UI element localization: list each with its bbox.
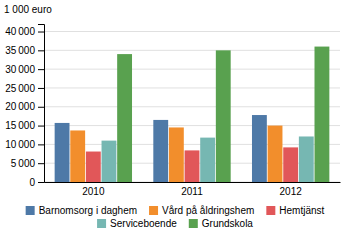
y-tick-label: 30 000 [5,64,35,75]
bar [86,152,101,182]
y-tick: 35 000 [5,45,44,56]
bar-series [70,126,282,182]
legend: Barnomsorg i daghem Vård på åldringshem He… [26,205,325,229]
bar [169,127,184,182]
y-tick: 25 000 [5,83,44,94]
x-tick-label: 2012 [280,186,303,197]
bar [153,120,168,182]
legend-item: Barnomsorg i daghem [26,205,137,216]
grid-line [44,69,340,70]
y-tick: 15 000 [5,120,44,131]
bar [55,123,70,182]
legend-item: Hemtjänst [266,205,324,216]
x-axis: 2010 2011 2012 [45,183,341,198]
y-axis-line [38,25,45,183]
legend-item: Serviceboende [97,218,177,229]
x-tick: 2011 [181,186,203,197]
bar [200,138,215,182]
y-tick-label: 15 000 [5,120,35,131]
plot: 0 5 000 10 000 15 000 20 000 25 000 30 000 35 0… [5,25,340,198]
bar-series [102,136,314,182]
grid [44,32,340,182]
bar [102,141,117,182]
y-tick: 5 000 [11,158,44,169]
y-tick: 0 [29,177,44,188]
legend-label: Serviceboende [110,218,177,229]
bar [283,147,298,182]
chart: 0 5 000 10 000 15 000 20 000 25 000 30 000 35 0… [0,0,350,240]
grid-line [44,31,340,32]
x-tick: 2010 [82,186,105,197]
grid-line [44,144,340,145]
bar-series [55,115,267,182]
y-tick: 30 000 [5,64,44,75]
bar [252,115,267,182]
x-tick-label: 2011 [181,186,203,197]
legend-item: Grundskola [189,218,254,229]
legend-swatch [26,206,35,215]
y-tick-mark [38,126,44,127]
legend-item: Vård på åldringshem [149,205,254,216]
y-tick-label: 40 000 [5,26,35,37]
bar [299,136,314,182]
legend-label: Barnomsorg i daghem [39,205,137,216]
x-tick-label: 2010 [82,186,105,197]
y-tick-label: 0 [29,177,35,188]
y-tick-mark [38,32,44,33]
bar [117,54,132,182]
grid-line [44,125,340,126]
bar-series [117,47,329,182]
y-label: 1 000 euro [4,4,52,15]
y-tick: 10 000 [5,139,44,150]
y-tick-label: 35 000 [5,45,35,56]
y-tick-mark [38,50,44,51]
y-tick-mark [38,88,44,89]
legend-swatch [149,206,158,215]
bar [70,130,85,182]
y-tick-label: 10 000 [5,139,35,150]
legend-swatch [189,219,198,228]
bar [315,47,330,182]
y-tick-mark [38,182,44,183]
y-tick-mark [38,69,44,70]
y-tick-label: 20 000 [5,101,35,112]
y-tick: 20 000 [5,101,44,112]
y-tick-label: 25 000 [5,83,35,94]
grid-line [44,50,340,51]
grid-line [44,106,340,107]
y-axis: 0 5 000 10 000 15 000 20 000 25 000 30 000 35 0… [5,25,44,188]
bar [216,50,231,182]
legend-label: Vård på åldringshem [162,205,254,216]
x-axis-line [45,182,341,183]
y-tick-mark [38,144,44,145]
y-tick-label: 5 000 [11,158,36,169]
bar [268,126,283,182]
legend-label: Hemtjänst [279,205,324,216]
grid-line [44,87,340,88]
y-tick-mark [38,107,44,108]
legend-label: Grundskola [202,218,254,229]
x-tick: 2012 [280,186,303,197]
y-tick: 40 000 [5,26,44,37]
bar [185,150,200,182]
legend-swatch [266,206,275,215]
bars [55,47,330,182]
legend-swatch [97,219,106,228]
y-tick-mark [38,163,44,164]
